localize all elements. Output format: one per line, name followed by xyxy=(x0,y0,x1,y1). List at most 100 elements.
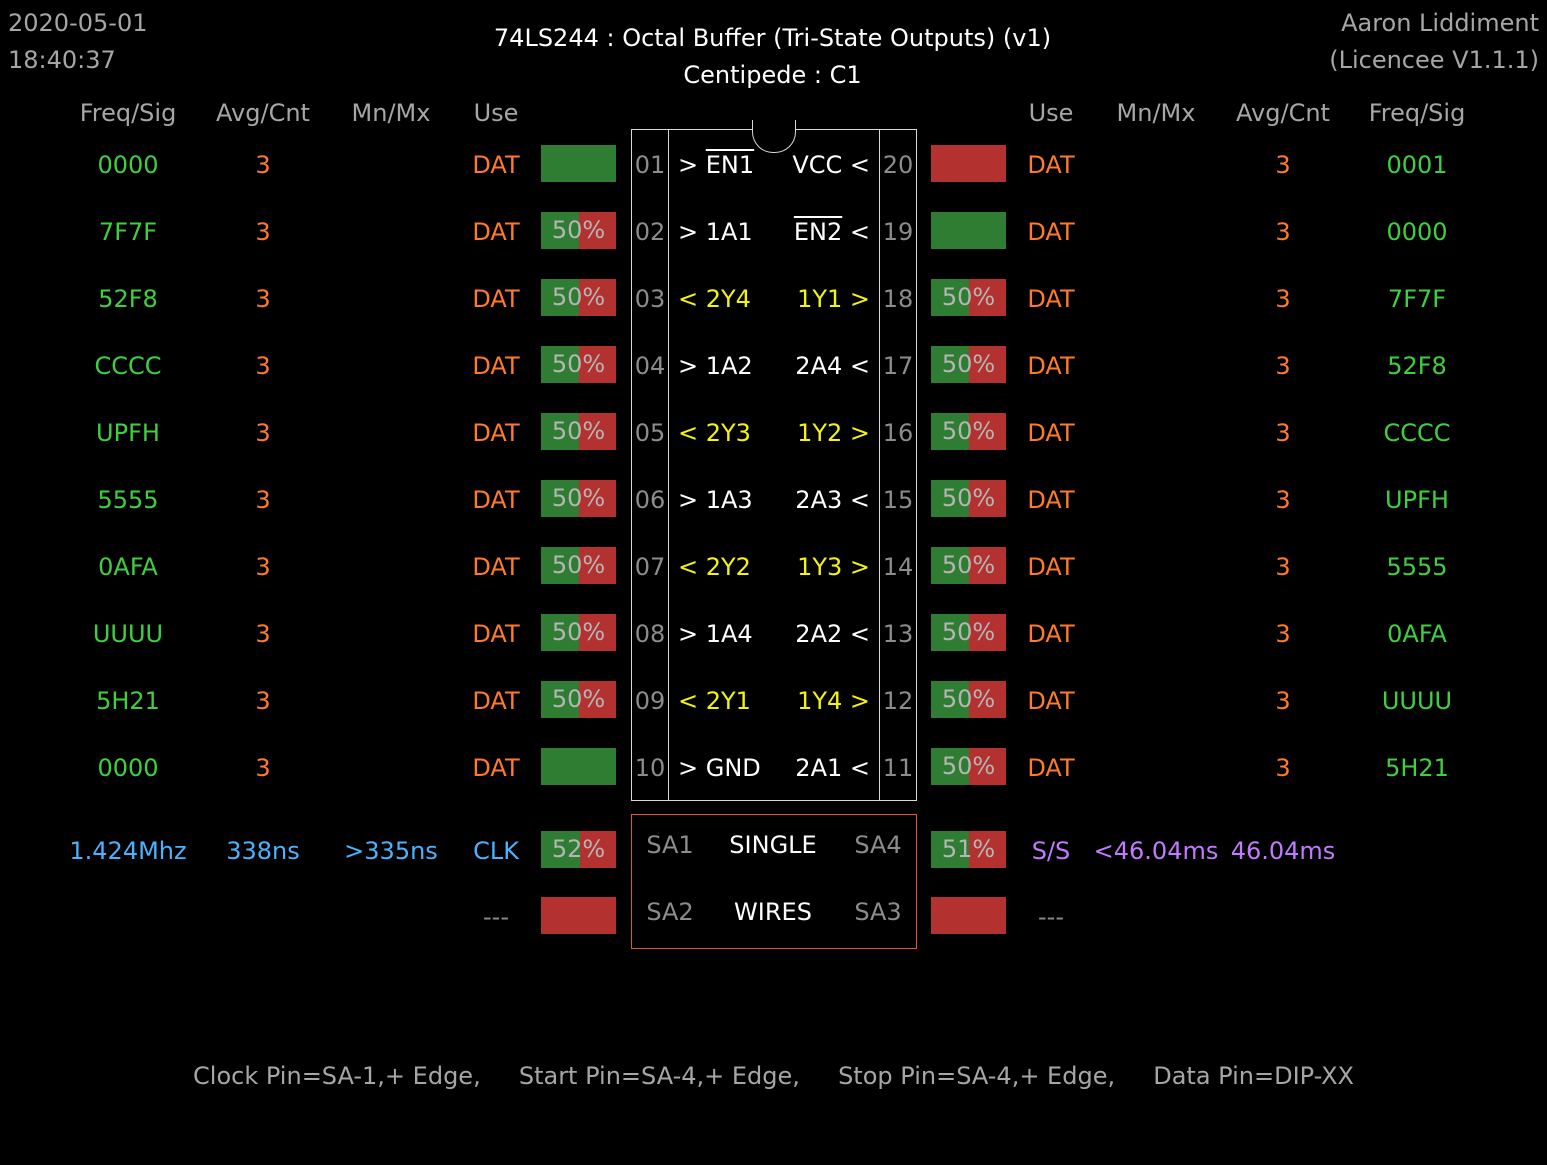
aux-right-use[interactable]: --- xyxy=(1038,903,1064,931)
pin-label-18: 1Y1 > xyxy=(797,285,870,313)
header-left-avg: Avg/Cnt xyxy=(216,99,310,127)
sa1-label[interactable]: SA1 xyxy=(646,831,694,859)
right-signal-16: CCCC xyxy=(1383,419,1451,447)
sa2-label[interactable]: SA2 xyxy=(646,898,694,926)
header-right-avg: Avg/Cnt xyxy=(1236,99,1330,127)
right-duty-bar-13-label: 50% xyxy=(941,618,996,646)
left-signal-07: 0AFA xyxy=(98,553,158,581)
clock-duty-label: 52% xyxy=(551,835,606,863)
pin-number-06: 06 xyxy=(634,486,666,514)
left-use-01[interactable]: DAT xyxy=(472,151,520,179)
right-use-20[interactable]: DAT xyxy=(1027,151,1075,179)
pin-label-03: < 2Y4 xyxy=(678,285,751,313)
right-duty-bar-11-label: 50% xyxy=(941,752,996,780)
left-use-07[interactable]: DAT xyxy=(472,553,520,581)
left-count-03: 3 xyxy=(255,285,271,313)
mode-single-label[interactable]: SINGLE xyxy=(729,831,817,859)
pin-label-12: 1Y4 > xyxy=(797,687,870,715)
left-count-09: 3 xyxy=(255,687,271,715)
right-count-20: 3 xyxy=(1275,151,1291,179)
left-use-08[interactable]: DAT xyxy=(472,620,520,648)
pin-label-14: 1Y3 > xyxy=(797,553,870,581)
pin-number-19: 19 xyxy=(882,218,914,246)
left-duty-bar-10 xyxy=(541,748,616,785)
pin-number-18: 18 xyxy=(882,285,914,313)
startstop-duty-bar: 51% xyxy=(931,831,1006,868)
left-signal-01: 0000 xyxy=(97,151,159,179)
clock-duty-bar: 52% xyxy=(541,831,616,868)
right-signal-19: 0000 xyxy=(1386,218,1448,246)
right-use-18[interactable]: DAT xyxy=(1027,285,1075,313)
left-count-05: 3 xyxy=(255,419,271,447)
right-count-16: 3 xyxy=(1275,419,1291,447)
pin-label-13: 2A2 < xyxy=(795,620,870,648)
left-use-05[interactable]: DAT xyxy=(472,419,520,447)
page-subtitle: Centipede : C1 xyxy=(683,61,862,89)
left-signal-10: 0000 xyxy=(97,754,159,782)
pin-label-16: 1Y2 > xyxy=(797,419,870,447)
left-duty-bar-02: 50% xyxy=(541,212,616,249)
left-signal-08: UUUU xyxy=(92,620,164,648)
right-count-17: 3 xyxy=(1275,352,1291,380)
left-use-10[interactable]: DAT xyxy=(472,754,520,782)
right-use-11[interactable]: DAT xyxy=(1027,754,1075,782)
pin-number-15: 15 xyxy=(882,486,914,514)
right-use-19[interactable]: DAT xyxy=(1027,218,1075,246)
right-count-11: 3 xyxy=(1275,754,1291,782)
pin-number-08: 08 xyxy=(634,620,666,648)
pin-label-17: 2A4 < xyxy=(795,352,870,380)
page-title: 74LS244 : Octal Buffer (Tri-State Output… xyxy=(493,24,1052,52)
left-duty-bar-08-label: 50% xyxy=(551,618,606,646)
ic-left-pin-divider xyxy=(668,129,669,801)
left-signal-02: 7F7F xyxy=(98,218,158,246)
startstop-use[interactable]: S/S xyxy=(1031,837,1071,865)
right-duty-bar-11: 50% xyxy=(931,748,1006,785)
left-count-08: 3 xyxy=(255,620,271,648)
left-use-03[interactable]: DAT xyxy=(472,285,520,313)
header-left-mnmx: Mn/Mx xyxy=(351,99,431,127)
left-duty-bar-04: 50% xyxy=(541,346,616,383)
left-duty-bar-06-label: 50% xyxy=(551,484,606,512)
right-use-17[interactable]: DAT xyxy=(1027,352,1075,380)
startstop-avg: 46.04ms xyxy=(1230,837,1336,865)
right-duty-bar-18-label: 50% xyxy=(941,283,996,311)
left-count-04: 3 xyxy=(255,352,271,380)
right-count-15: 3 xyxy=(1275,486,1291,514)
left-signal-04: CCCC xyxy=(94,352,162,380)
right-use-16[interactable]: DAT xyxy=(1027,419,1075,447)
left-use-02[interactable]: DAT xyxy=(472,218,520,246)
ic-notch xyxy=(752,120,796,153)
left-count-10: 3 xyxy=(255,754,271,782)
aux-left-use[interactable]: --- xyxy=(483,903,509,931)
right-count-14: 3 xyxy=(1275,553,1291,581)
left-use-04[interactable]: DAT xyxy=(472,352,520,380)
right-duty-bar-12-label: 50% xyxy=(941,685,996,713)
time-label: 18:40:37 xyxy=(8,46,116,74)
pin-number-09: 09 xyxy=(634,687,666,715)
left-signal-05: UPFH xyxy=(96,419,160,447)
pin-label-20: VCC < xyxy=(792,151,870,179)
right-signal-15: UPFH xyxy=(1385,486,1449,514)
right-use-12[interactable]: DAT xyxy=(1027,687,1075,715)
pin-number-04: 04 xyxy=(634,352,666,380)
right-duty-bar-15-label: 50% xyxy=(941,484,996,512)
right-use-15[interactable]: DAT xyxy=(1027,486,1075,514)
left-use-06[interactable]: DAT xyxy=(472,486,520,514)
right-signal-11: 5H21 xyxy=(1385,754,1449,782)
right-duty-bar-19 xyxy=(931,212,1006,249)
left-count-01: 3 xyxy=(255,151,271,179)
right-duty-bar-16: 50% xyxy=(931,413,1006,450)
mode-wires-label[interactable]: WIRES xyxy=(734,898,812,926)
sa4-label[interactable]: SA4 xyxy=(854,831,902,859)
sa3-label[interactable]: SA3 xyxy=(854,898,902,926)
right-duty-bar-17: 50% xyxy=(931,346,1006,383)
right-signal-17: 52F8 xyxy=(1387,352,1447,380)
header-right-freq: Freq/Sig xyxy=(1368,99,1466,127)
left-signal-09: 5H21 xyxy=(96,687,160,715)
clock-use[interactable]: CLK xyxy=(473,837,519,865)
right-use-13[interactable]: DAT xyxy=(1027,620,1075,648)
left-use-09[interactable]: DAT xyxy=(472,687,520,715)
right-use-14[interactable]: DAT xyxy=(1027,553,1075,581)
pin-number-16: 16 xyxy=(882,419,914,447)
right-duty-bar-16-label: 50% xyxy=(941,417,996,445)
